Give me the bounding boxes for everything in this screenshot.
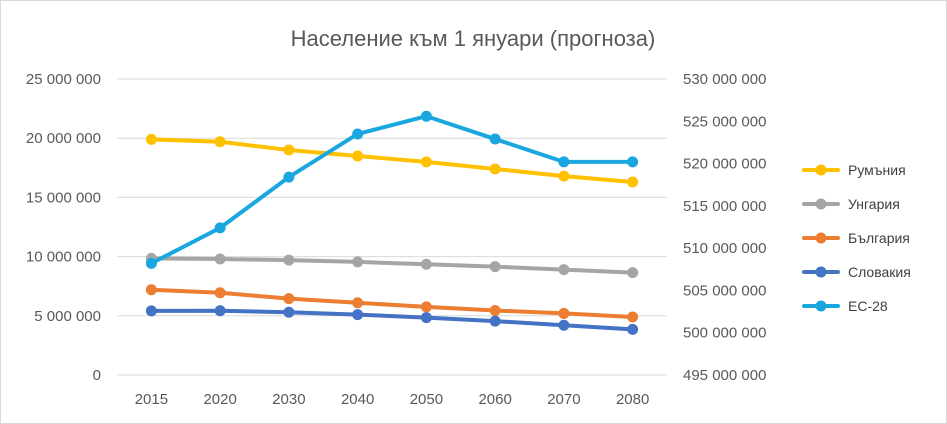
x-tick-label: 2030 [272,391,305,408]
data-point [420,156,432,168]
x-tick-label: 2040 [341,391,374,408]
left-tick-label: 15 000 000 [26,189,101,206]
x-tick-label: 2080 [616,391,649,408]
data-point [489,304,501,316]
data-point [352,309,364,321]
left-tick-label: 10 000 000 [26,249,101,266]
data-point [352,128,364,140]
x-tick-label: 2070 [547,391,580,408]
data-point [214,136,226,148]
right-tick-label: 510 000 000 [683,240,766,257]
series-ed7d31 [145,284,639,323]
data-point [352,256,364,268]
data-point [627,267,639,279]
data-point [283,171,295,183]
data-point [627,156,639,168]
data-point [145,257,157,269]
data-point [627,176,639,188]
chart-title: Население към 1 януари (прогноза) [291,26,656,51]
data-point [489,315,501,327]
data-point [558,170,570,182]
data-point [489,163,501,175]
legend-label: Словакия [848,264,911,280]
data-point [283,144,295,156]
left-tick-label: 0 [93,367,101,384]
data-point [352,297,364,309]
data-point [145,305,157,317]
legend-label: Унгария [848,196,900,212]
data-point [420,301,432,313]
right-tick-label: 530 000 000 [683,71,766,88]
left-tick-label: 25 000 000 [26,71,101,88]
series-layer [145,110,639,335]
data-point [489,261,501,273]
legend-item: България [802,230,910,246]
data-point [145,284,157,296]
right-axis-ticks: 495 000 000 500 000 000 505 000 000 510 000… [683,71,766,384]
data-point [420,258,432,270]
data-point [420,312,432,324]
right-tick-label: 515 000 000 [683,198,766,215]
legend-swatch-marker [815,198,827,210]
series-4472c4 [145,305,639,335]
series-line [149,137,635,185]
data-point [558,264,570,276]
right-tick-label: 525 000 000 [683,113,766,130]
data-point [352,150,364,162]
data-point [214,222,226,234]
series-line [149,287,635,319]
data-point [558,307,570,319]
x-axis-ticks: 2015 2020 2030 2040 2050 2060 2070 2080 [135,391,650,408]
right-tick-label: 500 000 000 [683,325,766,342]
legend-label: Румъния [848,162,906,178]
legend-item: Румъния [802,162,906,178]
legend-label: ЕС-28 [848,298,888,314]
legend: Румъния Унгария България Словакия ЕС-28 [802,162,911,314]
legend-swatch-marker [815,164,827,176]
legend-swatch-marker [815,266,827,278]
data-point [558,156,570,168]
series-line [149,308,635,332]
data-point [558,319,570,331]
data-point [489,133,501,145]
data-point [214,253,226,265]
data-point [627,311,639,323]
series-ffc000 [145,133,639,188]
x-tick-label: 2020 [203,391,236,408]
x-tick-label: 2015 [135,391,168,408]
data-point [283,306,295,318]
legend-item: Унгария [802,196,900,212]
data-point [145,133,157,145]
x-tick-label: 2050 [410,391,443,408]
legend-item: Словакия [802,264,911,280]
data-point [214,287,226,299]
series-line [149,256,635,275]
legend-swatch-marker [815,300,827,312]
data-point [214,305,226,317]
data-point [420,110,432,122]
right-tick-label: 505 000 000 [683,282,766,299]
series-line [149,114,635,266]
legend-item: ЕС-28 [802,298,888,314]
x-tick-label: 2060 [478,391,511,408]
data-point [283,293,295,305]
legend-swatch-marker [815,232,827,244]
left-tick-label: 5 000 000 [34,308,101,325]
data-point [283,254,295,266]
series-1aa7e0 [145,110,639,269]
right-tick-label: 495 000 000 [683,367,766,384]
left-axis-ticks: 0 5 000 000 10 000 000 15 000 000 20 000 000… [26,71,101,384]
legend-label: България [848,230,910,246]
data-point [627,323,639,335]
left-tick-label: 20 000 000 [26,130,101,147]
right-tick-label: 520 000 000 [683,156,766,173]
